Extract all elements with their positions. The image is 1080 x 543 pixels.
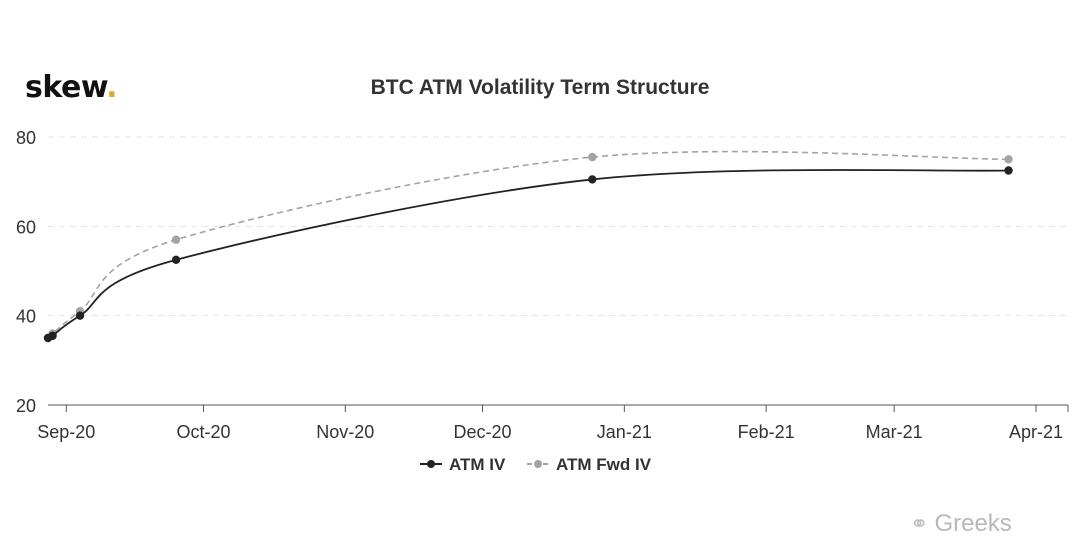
y-tick-label: 60: [16, 217, 36, 237]
data-point-atm-fwd-iv[interactable]: [1004, 155, 1013, 164]
chart-title: BTC ATM Volatility Term Structure: [370, 76, 710, 99]
data-point-atm-iv[interactable]: [48, 331, 57, 340]
data-point-atm-iv[interactable]: [588, 175, 597, 184]
skew-logo: skew.: [25, 70, 118, 105]
legend[interactable]: ATM IV ATM Fwd IV: [420, 455, 652, 474]
legend-item-atm-iv[interactable]: ATM IV: [420, 455, 506, 474]
watermark-text: Greeks: [934, 510, 1012, 537]
legend-label: ATM Fwd IV: [556, 455, 652, 474]
series: [43, 150, 1013, 343]
x-tick-label: Oct-20: [177, 422, 231, 442]
grid-lines: [48, 136, 1068, 317]
legend-marker: [427, 460, 435, 468]
watermark: ⚭ Greeks: [910, 510, 1012, 538]
data-point-atm-fwd-iv[interactable]: [588, 152, 597, 162]
y-tick-label: 40: [16, 307, 36, 327]
series-line-atm-fwd-iv: [47, 150, 1009, 339]
x-tick-label: Mar-21: [866, 422, 923, 442]
x-tick-label: Feb-21: [738, 422, 795, 442]
axes: 20 40 60 80 Sep-20 Oct-20 Nov-20 Dec-20 Jan-21 Fe…: [16, 128, 1069, 442]
x-tick-label: Nov-20: [316, 422, 374, 442]
data-point-atm-fwd-iv[interactable]: [171, 235, 181, 244]
data-point-atm-iv[interactable]: [75, 311, 85, 320]
y-tick-label: 20: [16, 396, 36, 416]
x-tick-label: Apr-21: [1009, 422, 1063, 442]
x-tick-label: Dec-20: [454, 422, 512, 442]
data-point-atm-iv[interactable]: [1004, 166, 1013, 175]
legend-item-atm-fwd-iv[interactable]: ATM Fwd IV: [527, 455, 652, 474]
x-tick-label: Jan-21: [597, 422, 652, 442]
legend-marker: [534, 460, 542, 468]
data-point-atm-iv[interactable]: [171, 255, 181, 265]
wechat-icon: ⚭: [910, 511, 929, 536]
legend-label: ATM IV: [449, 455, 506, 474]
x-tick-label: Sep-20: [37, 422, 95, 442]
series-line-atm-iv: [47, 169, 1009, 340]
y-tick-label: 80: [16, 128, 36, 148]
